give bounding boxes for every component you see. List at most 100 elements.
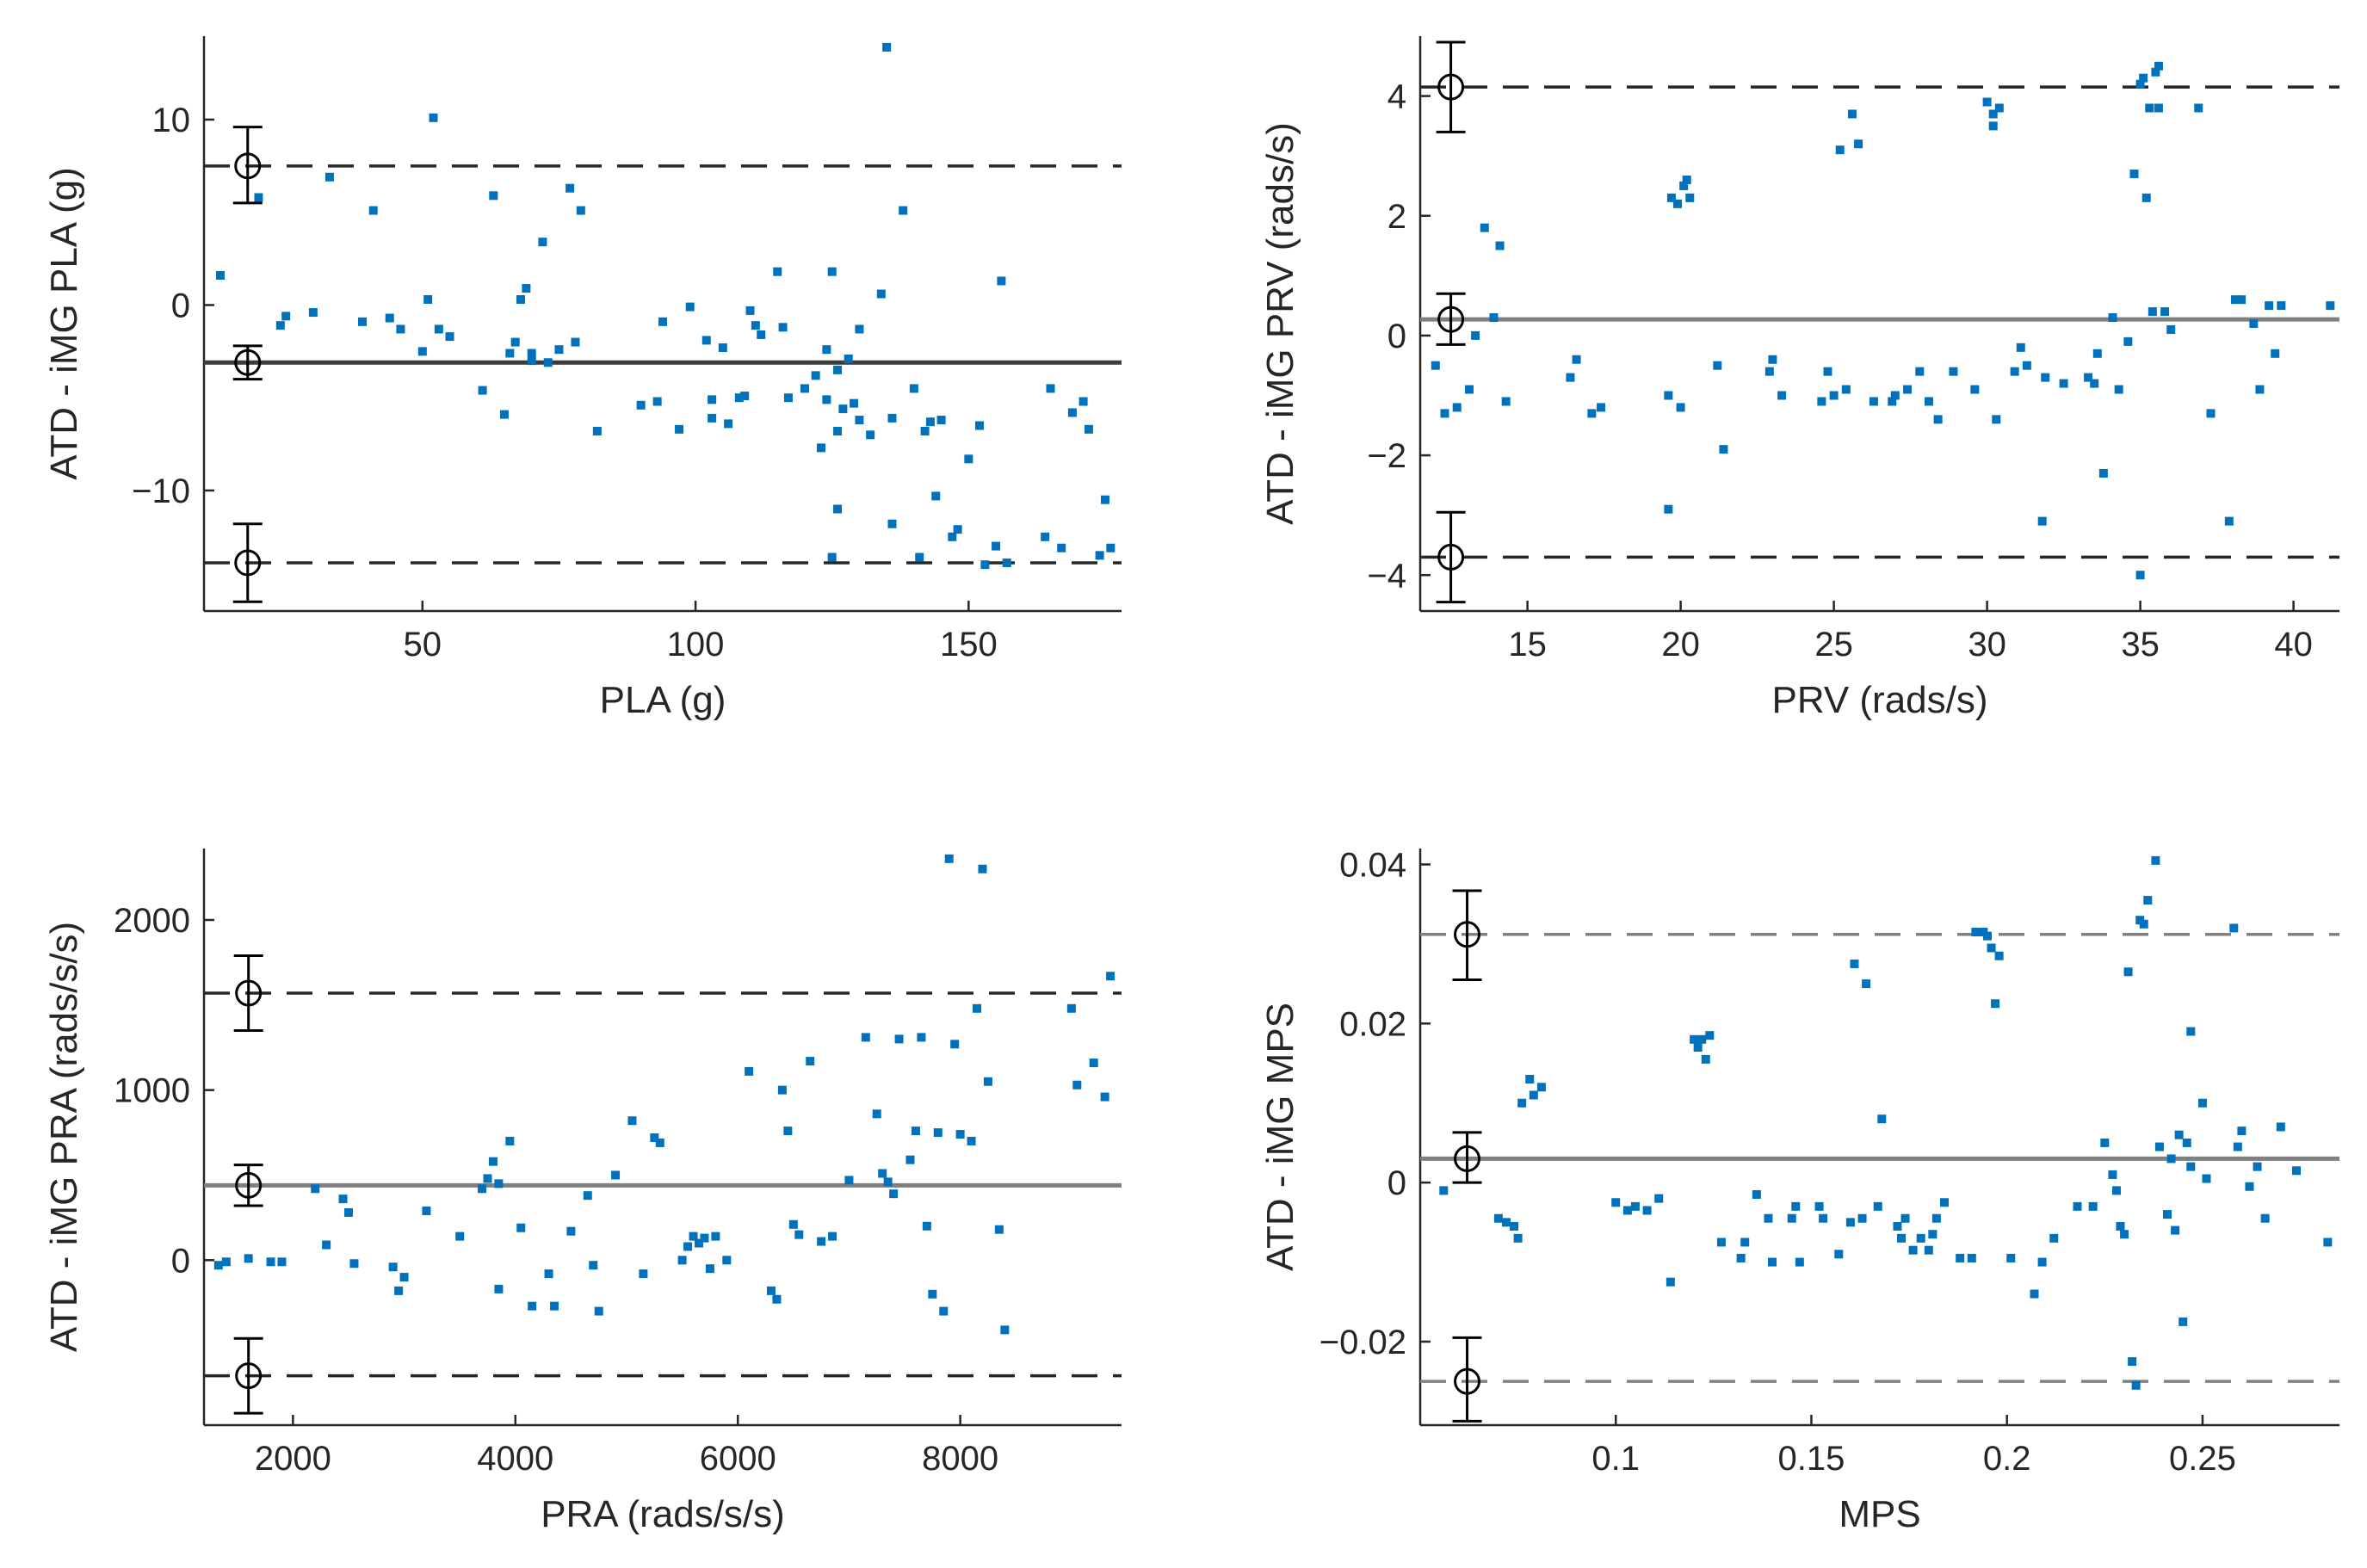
x-axis-title: PLA (g) [600,679,726,721]
y-axis-title: ATD - iMG PRV (rads/s) [1259,122,1301,525]
data-point [1480,223,1489,232]
data-point [576,206,585,215]
data-point [2277,301,2286,311]
data-point [543,358,553,367]
data-point [1705,1031,1715,1040]
data-point [589,1261,598,1270]
data-point [800,384,809,393]
data-point [1597,403,1606,412]
data-point [2084,373,2093,382]
data-point [1740,1238,1750,1247]
lower-ci-marker [1454,1367,1481,1395]
data-point [833,365,843,374]
data-point [1084,424,1093,434]
data-point [2154,1142,2164,1151]
x-tick-label: 8000 [922,1440,998,1478]
lower-ci-marker [1437,543,1465,571]
data-point [827,267,837,276]
x-tick-label: 6000 [700,1440,776,1478]
data-point [2006,1253,2016,1262]
data-point [565,183,575,193]
data-point [705,1264,714,1274]
data-point [844,354,853,363]
data-point [422,1206,431,1215]
x-tick-label: 4000 [477,1440,553,1478]
data-point [931,491,941,501]
data-point [499,410,509,419]
data-point [2253,1162,2262,1171]
data-point [783,1127,793,1136]
data-point [368,206,378,215]
lower-ci-marker [235,1362,263,1390]
data-point [734,393,744,403]
data-point [2098,468,2108,478]
data-point [566,1226,576,1236]
data-point [745,1066,754,1076]
data-point [221,1257,231,1267]
data-point [724,419,733,429]
data-point [2151,855,2160,865]
data-point [2128,1357,2137,1367]
data-point [281,312,291,321]
data-point [917,1033,926,1042]
data-point [2129,170,2139,179]
data-point [1869,397,1878,406]
data-point [1931,1213,1941,1223]
data-point [349,1259,359,1269]
data-point [1829,391,1839,400]
data-point [639,1269,648,1279]
data-point [571,337,580,347]
data-point [1095,551,1104,560]
data-point [757,330,766,339]
data-point [1046,384,1055,393]
data-point [2123,967,2133,977]
x-axis-title: PRV (rads/s) [1771,679,1987,721]
data-point [1777,391,1787,400]
data-point [1057,543,1066,553]
y-tick-label: 0 [1387,318,1406,355]
data-point [1697,1034,1707,1044]
data-point [489,191,498,201]
data-point [1862,979,1871,989]
data-point [1517,1098,1527,1108]
data-point [399,1273,409,1282]
data-point [773,267,782,276]
data-point [828,1232,837,1241]
data-point [2088,1201,2098,1211]
data-point [505,349,515,358]
data-point [1752,1190,1761,1199]
data-point [1900,1213,1910,1223]
y-axis-title: ATD - iMG MPS [1259,1003,1301,1271]
upper-ci-marker [1454,921,1481,948]
data-point [2194,103,2203,113]
data-point [434,324,443,334]
y-axis-title: ATD - iMG PRA (rads/s/s) [43,922,85,1352]
data-point [964,454,973,464]
data-point [527,356,536,366]
data-point [1915,367,1925,376]
data-point [980,560,990,570]
data-point [2059,379,2068,388]
x-tick-label: 150 [940,626,998,664]
data-point [694,1238,703,1248]
data-point [478,386,487,395]
data-point [324,172,334,182]
data-point [1988,109,1998,119]
lower-ci-marker [234,549,262,577]
data-point [2090,379,2099,388]
data-point [338,1195,348,1204]
data-point [1464,385,1474,394]
data-point [920,426,930,435]
data-point [2276,1122,2285,1132]
y-tick-label: 2 [1387,198,1406,236]
data-point [1690,1034,1699,1044]
data-point [2120,1230,2129,1239]
data-point [516,294,526,304]
data-point [1106,972,1116,981]
data-point [505,1136,515,1145]
data-point [494,1284,504,1293]
data-point [1847,109,1857,119]
data-point [992,541,1001,551]
x-axis-title: PRA (rads/s/s) [541,1493,785,1535]
data-point [772,1294,782,1304]
